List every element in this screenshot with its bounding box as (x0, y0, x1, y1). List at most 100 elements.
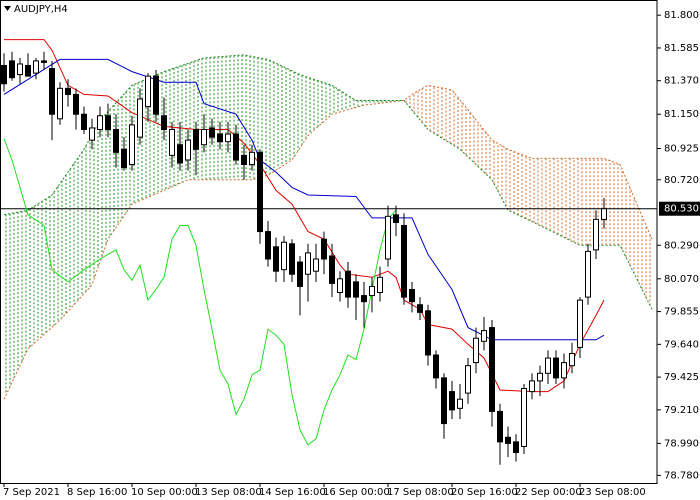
candle-body (393, 214, 399, 223)
candle-body (593, 218, 599, 251)
candle-body (409, 288, 415, 303)
candle-body (217, 133, 223, 143)
candle-body (81, 113, 87, 130)
candle-body (33, 60, 39, 74)
candle-body (577, 299, 583, 348)
y-tick-label: 79.855 (664, 307, 699, 318)
candle-body (385, 215, 391, 260)
candle-body (545, 357, 551, 374)
candle-body (121, 148, 127, 169)
candle-body (241, 154, 247, 166)
candle-body (425, 310, 431, 356)
candle-body (145, 75, 151, 108)
candle-body (369, 285, 375, 297)
candle-body (249, 151, 255, 166)
x-tick-label: 22 Sep 00:00 (515, 487, 582, 498)
candle-body (337, 278, 343, 294)
candle-body (49, 68, 55, 115)
title-arrow (4, 6, 11, 11)
candle-body (417, 304, 423, 313)
candle-body (561, 362, 567, 379)
y-tick-label: 78.780 (664, 470, 699, 481)
candle-body (553, 357, 559, 379)
candle-body (513, 441, 519, 454)
x-tick-label: 20 Sep 16:00 (451, 487, 518, 498)
candle-body (233, 133, 239, 161)
x-tick-label: 8 Sep 16:00 (67, 487, 127, 498)
candle-body (289, 243, 295, 275)
cloud-boundary (3, 84, 653, 400)
y-tick-label: 81.585 (664, 43, 699, 54)
x-tick-label: 14 Sep 16:00 (259, 487, 326, 498)
y-tick-label: 79.425 (664, 372, 699, 383)
y-tick-label: 78.990 (664, 438, 699, 449)
candle-body (585, 250, 591, 298)
y-tick-label: 79.210 (664, 405, 699, 416)
candle-body (481, 330, 487, 342)
candle-body (41, 60, 47, 63)
candle-body (473, 337, 479, 364)
candle-body (329, 255, 335, 284)
candle-body (129, 124, 135, 166)
x-tick-label: 7 Sep 2021 (3, 487, 60, 498)
candle-body (25, 64, 31, 77)
current-price-box (659, 201, 700, 216)
candle-body (169, 128, 175, 156)
candle-body (521, 388, 527, 447)
current-price-label: 80.530 (664, 204, 699, 215)
candle-body (529, 380, 535, 393)
indicator-line (3, 138, 397, 446)
candle-body (1, 64, 7, 85)
indicator-line (4, 39, 605, 393)
candle-body (97, 115, 103, 130)
candle-body (113, 128, 119, 153)
candle-body (17, 63, 23, 76)
candle-body (313, 258, 319, 272)
y-tick-label: 81.370 (664, 76, 699, 87)
candle-body (441, 377, 447, 425)
candle-body (497, 410, 503, 443)
x-tick-label: 10 Sep 00:00 (131, 487, 198, 498)
candle-body (281, 241, 287, 271)
cloud-fill (5, 55, 403, 395)
candle-body (177, 144, 183, 164)
candle-body (89, 127, 95, 141)
candle-body (193, 128, 199, 150)
candle-body (265, 231, 271, 260)
plot-frame (0, 0, 658, 484)
candle-body (537, 372, 543, 382)
x-tick-label: 23 Sep 08:00 (579, 487, 646, 498)
candle-body (465, 365, 471, 394)
candle-body (209, 127, 215, 138)
candle-body (377, 276, 383, 294)
candle-body (73, 93, 79, 115)
y-tick-label: 81.150 (664, 109, 699, 120)
y-tick-label: 79.640 (664, 339, 699, 350)
candle-body (161, 115, 167, 130)
candle-body (345, 270, 351, 298)
candle-body (201, 128, 207, 146)
candle-body (225, 133, 231, 143)
candle-body (105, 115, 111, 130)
candle-body (433, 354, 439, 379)
x-tick-label: 17 Sep 08:00 (387, 487, 454, 498)
candle-body (449, 391, 455, 411)
candle-body (569, 352, 575, 367)
y-tick-label: 80.925 (664, 144, 699, 155)
candle-body (401, 224, 407, 298)
x-tick-label: 16 Sep 00:00 (323, 487, 390, 498)
candle-body (353, 281, 359, 298)
candle-body (601, 208, 607, 220)
candle-body (65, 87, 71, 95)
candle-body (185, 139, 191, 161)
chart-title: AUDJPY,H4 (14, 4, 68, 15)
candle-body (489, 327, 495, 412)
x-tick-label: 13 Sep 08:00 (195, 487, 262, 498)
candle-body (153, 75, 159, 115)
candle-body (57, 87, 63, 120)
candle-body (457, 398, 463, 409)
candle-body (305, 252, 311, 275)
candle-body (297, 261, 303, 287)
